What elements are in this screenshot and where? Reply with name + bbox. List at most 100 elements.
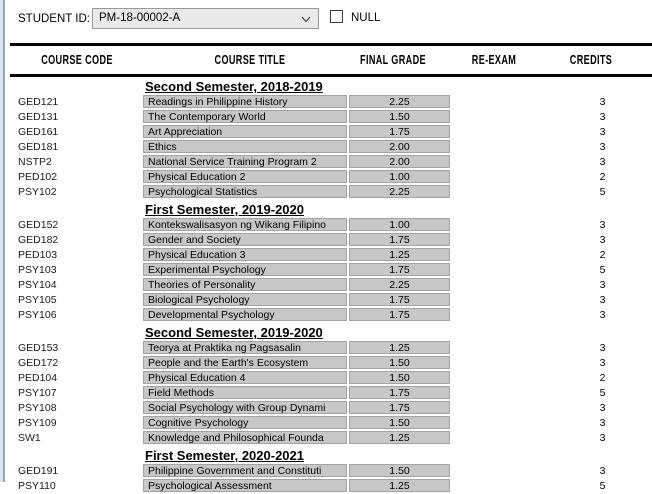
course-title-field[interactable]: Field Methods [143,386,347,399]
course-title-field[interactable]: Social Psychology with Group Dynami [143,401,347,414]
course-row: PSY109 Cognitive Psychology 1.50 3 [0,416,652,431]
semester-title: Second Semester, 2019-2020 [145,325,323,340]
final-grade-field[interactable]: 2.00 [349,155,450,168]
final-grade-field[interactable]: 1.50 [349,356,450,369]
report-header-rule [10,74,652,77]
course-title-field[interactable]: Psychological Assessment [143,479,347,492]
window-left-edge-strip [0,0,3,482]
course-row: PSY104 Theories of Personality 2.25 3 [0,278,652,293]
course-title-field[interactable]: The Contemporary World [143,110,347,123]
course-row: GED191 Philippine Government and Constit… [0,464,652,479]
credits-value: 2 [599,372,606,384]
course-title-field[interactable]: Cognitive Psychology [143,416,347,429]
course-title-field[interactable]: Physical Education 2 [143,170,347,183]
final-grade-field[interactable]: 1.75 [349,125,450,138]
column-header-final-grade: FINAL GRADE [360,52,426,67]
student-id-label: STUDENT ID: [18,13,90,25]
credits-value: 2 [599,171,606,183]
student-id-select[interactable]: PM-18-00002-A [92,8,319,29]
course-title-field[interactable]: Philippine Government and Constituti [143,464,347,477]
course-row: PSY107 Field Methods 1.75 5 [0,386,652,401]
report-top-rule [10,43,652,46]
course-row: PED103 Physical Education 3 1.25 2 [0,248,652,263]
course-title-field[interactable]: Kontekswalisasyon ng Wikang Filipino [143,218,347,231]
final-grade-field[interactable]: 1.75 [349,263,450,276]
final-grade-field[interactable]: 1.75 [349,308,450,321]
course-title-field[interactable]: Readings in Philippine History [143,95,347,108]
course-row: GED172 People and the Earth's Ecosystem … [0,356,652,371]
course-row: PED104 Physical Education 4 1.50 2 [0,371,652,386]
final-grade-field[interactable]: 1.25 [349,248,450,261]
course-row: PSY103 Experimental Psychology 1.75 5 [0,263,652,278]
course-title-field[interactable]: Art Appreciation [143,125,347,138]
null-checkbox-label: NULL [351,12,381,24]
final-grade-field[interactable]: 1.25 [349,479,450,492]
credits-value: 3 [599,111,606,123]
final-grade-field[interactable]: 1.25 [349,341,450,354]
final-grade-field[interactable]: 2.25 [349,278,450,291]
course-row: PSY108 Social Psychology with Group Dyna… [0,401,652,416]
final-grade-field[interactable]: 1.75 [349,233,450,246]
course-code: GED152 [18,219,59,231]
semester-section-header: First Semester, 2020-2021 [0,446,652,464]
course-code: PSY109 [18,417,57,429]
course-code: GED121 [18,96,59,108]
course-title-field[interactable]: Theories of Personality [143,278,347,291]
credits-value: 3 [599,141,606,153]
course-code: GED161 [18,126,59,138]
final-grade-field[interactable]: 2.25 [349,95,450,108]
course-code: GED153 [18,342,59,354]
course-title-field[interactable]: Gender and Society [143,233,347,246]
final-grade-field[interactable]: 2.25 [349,185,450,198]
semester-section-header: Second Semester, 2018-2019 [0,77,652,95]
final-grade-field[interactable]: 1.50 [349,416,450,429]
semester-title: Second Semester, 2018-2019 [145,79,323,94]
final-grade-field[interactable]: 1.00 [349,170,450,183]
final-grade-field[interactable]: 1.50 [349,464,450,477]
course-code: PED103 [18,249,58,261]
credits-value: 5 [599,264,606,276]
credits-value: 3 [599,294,606,306]
course-row: GED182 Gender and Society 1.75 3 [0,233,652,248]
semester-title: First Semester, 2020-2021 [145,448,304,463]
course-code: GED172 [18,357,59,369]
course-code: SW1 [18,432,41,444]
course-code: PSY106 [18,309,57,321]
course-code: PSY105 [18,294,57,306]
course-title-field[interactable]: Physical Education 3 [143,248,347,261]
course-row: GED181 Ethics 2.00 3 [0,140,652,155]
course-row: PSY106 Developmental Psychology 1.75 3 [0,308,652,323]
column-header-credits: CREDITS [569,52,613,67]
final-grade-field[interactable]: 1.75 [349,293,450,306]
course-row: GED152 Kontekswalisasyon ng Wikang Filip… [0,218,652,233]
final-grade-field[interactable]: 1.75 [349,401,450,414]
semester-title: First Semester, 2019-2020 [145,202,304,217]
course-code: PSY108 [18,402,57,414]
credits-value: 3 [599,402,606,414]
course-title-field[interactable]: Biological Psychology [143,293,347,306]
credits-value: 3 [599,342,606,354]
course-title-field[interactable]: Teorya at Praktika ng Pagsasalin [143,341,347,354]
course-code: PED102 [18,171,58,183]
course-title-field[interactable]: Physical Education 4 [143,371,347,384]
course-title-field[interactable]: Developmental Psychology [143,308,347,321]
final-grade-field[interactable]: 1.25 [349,431,450,444]
course-title-field[interactable]: Knowledge and Philosophical Founda [143,431,347,444]
course-title-field[interactable]: National Service Training Program 2 [143,155,347,168]
course-row: NSTP2 National Service Training Program … [0,155,652,170]
course-title-field[interactable]: People and the Earth's Ecosystem [143,356,347,369]
final-grade-field[interactable]: 1.00 [349,218,450,231]
course-title-field[interactable]: Ethics [143,140,347,153]
course-title-field[interactable]: Psychological Statistics [143,185,347,198]
final-grade-field[interactable]: 1.75 [349,386,450,399]
course-title-field[interactable]: Experimental Psychology [143,263,347,276]
final-grade-field[interactable]: 1.50 [349,110,450,123]
course-code: GED182 [18,234,59,246]
credits-value: 3 [599,432,606,444]
null-checkbox[interactable] [330,10,343,23]
course-code: NSTP2 [18,156,52,168]
final-grade-field[interactable]: 2.00 [349,140,450,153]
final-grade-field[interactable]: 1.50 [349,371,450,384]
course-row: GED121 Readings in Philippine History 2.… [0,95,652,110]
report-column-headers: COURSE CODE COURSE TITLE FINAL GRADE RE-… [0,49,652,71]
